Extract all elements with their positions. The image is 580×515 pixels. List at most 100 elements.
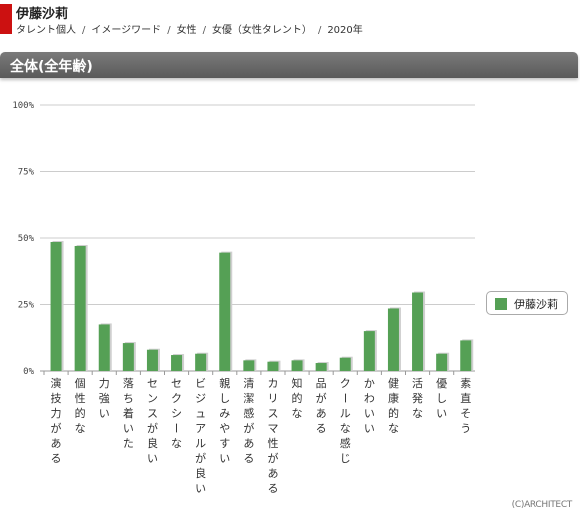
x-tick-label-char: ン [147, 392, 158, 405]
x-tick-label-char: い [99, 407, 110, 420]
bar [146, 349, 158, 371]
x-tick-label-char: い [364, 422, 375, 435]
bar [363, 331, 375, 371]
x-tick-label-char: セ [171, 377, 182, 390]
x-tick-label-char: ク [171, 392, 182, 405]
x-tick-label-char: が [267, 451, 278, 465]
breadcrumb: タレント個人 / イメージワード / 女性 / 女優（女性タレント） / 2020年 [16, 21, 363, 36]
x-tick-label-char: い [123, 422, 134, 435]
x-tick-label-char: ス [267, 407, 278, 420]
x-tick-label-char: 良 [147, 436, 158, 450]
x-tick-label-char: 素 [460, 377, 471, 390]
breadcrumb-item-year[interactable]: 2020年 [327, 25, 363, 36]
x-tick-label-char: シ [171, 407, 182, 420]
section-title: 全体(全年齢) [10, 59, 93, 75]
bar [243, 360, 255, 371]
x-tick-label-char: あ [51, 437, 62, 450]
x-tick-label-char: が [51, 421, 62, 435]
x-tick-label-char: 落 [123, 377, 134, 390]
y-tick-label: 50% [18, 234, 35, 244]
x-tick-label-char: や [219, 422, 230, 435]
x-tick-label-char: 技 [51, 392, 62, 405]
x-tick-label-char: 良 [195, 466, 206, 480]
x-tick-label-char: る [243, 452, 254, 465]
x-tick-label-char: 潔 [243, 391, 254, 405]
x-tick-label-char: な [412, 407, 423, 420]
x-tick-label-char: い [364, 407, 375, 420]
x-tick-label-char: セ [147, 377, 158, 390]
x-tick-label-char: ち [123, 392, 134, 405]
breadcrumb-item-talent[interactable]: タレント個人 [16, 25, 76, 36]
x-tick-label-char: た [123, 437, 134, 450]
breadcrumb-item-gender[interactable]: 女性 [176, 25, 197, 36]
x-tick-label-char: 着 [123, 406, 134, 420]
x-tick-label-char: 優 [436, 377, 447, 390]
bar [460, 340, 472, 371]
x-tick-label-char: ル [340, 407, 351, 420]
section-header: 全体(全年齢) [0, 52, 578, 78]
x-tick-label-char: じ [340, 452, 351, 465]
x-tick-label-char: ジ [195, 392, 206, 405]
x-tick-label-char: 活 [412, 377, 423, 390]
x-tick-label-char: が [243, 421, 254, 435]
x-tick-label-char: 的 [292, 391, 303, 405]
bar [267, 361, 279, 371]
x-tick-label-char: 康 [388, 391, 399, 405]
x-tick-label-char: な [292, 407, 303, 420]
bar [412, 292, 424, 371]
x-tick-label-char: カ [267, 377, 278, 390]
breadcrumb-item-category[interactable]: 女優（女性タレント） [211, 25, 312, 36]
x-tick-label-char: ク [340, 377, 351, 390]
x-tick-label-char: い [195, 482, 206, 495]
x-tick-label-char: ビ [195, 377, 206, 390]
x-tick-label-char: ー [170, 423, 183, 434]
breadcrumb-item-imageword[interactable]: イメージワード [91, 25, 162, 36]
x-tick-label-char: 力 [99, 377, 110, 390]
x-tick-label-char: が [195, 451, 206, 465]
x-tick-label-char: 強 [99, 392, 110, 405]
breadcrumb-separator: / [82, 25, 86, 36]
x-tick-label-char: ル [195, 437, 206, 450]
bar [98, 324, 110, 371]
x-tick-label-char: 性 [75, 391, 86, 405]
breadcrumb-separator: / [317, 25, 322, 36]
bar [195, 353, 207, 371]
x-tick-label-char: な [171, 437, 182, 450]
x-tick-label-char: ュ [195, 407, 206, 420]
bar-chart: 0%25%50%75%100%演技力がある個性的な力強い落ち着いたセンスが良いセ… [12, 101, 475, 495]
legend-swatch [495, 298, 507, 310]
x-tick-label-char: 清 [243, 377, 254, 390]
bar [219, 252, 231, 371]
x-tick-label-char: ー [338, 393, 351, 404]
x-tick-label-char: 親 [219, 377, 230, 390]
x-tick-label-char: い [436, 407, 447, 420]
x-tick-label-char: 発 [412, 391, 423, 405]
x-tick-label-char: 演 [51, 376, 62, 390]
x-tick-label-char: 的 [75, 406, 86, 420]
x-tick-label-char: な [388, 422, 399, 435]
x-tick-label-char: あ [267, 467, 278, 480]
y-tick-label: 100% [12, 101, 34, 111]
y-tick-label: 75% [18, 168, 35, 178]
bar [74, 245, 86, 371]
x-tick-label-char: る [51, 452, 62, 465]
page-title: 伊藤沙莉 [16, 7, 69, 22]
x-tick-label-char: あ [316, 407, 327, 420]
bar [50, 241, 62, 371]
x-tick-label-char: ス [147, 407, 158, 420]
x-tick-label-char: が [147, 421, 158, 435]
x-tick-label-char: す [219, 437, 230, 450]
legend-label: 伊藤沙莉 [514, 298, 558, 311]
bar [291, 360, 303, 371]
x-tick-label-char: い [219, 452, 230, 465]
x-tick-label-char: あ [243, 437, 254, 450]
x-tick-label-char: ア [195, 422, 206, 435]
bar [122, 343, 134, 371]
x-tick-label-char: か [364, 377, 375, 390]
breadcrumb-separator: / [167, 25, 171, 36]
x-tick-label-char: な [340, 422, 351, 435]
x-tick-label-char: マ [267, 422, 278, 435]
x-tick-label-char: わ [364, 392, 375, 405]
y-tick-label: 0% [23, 367, 34, 377]
x-tick-label-char: 直 [460, 391, 471, 405]
